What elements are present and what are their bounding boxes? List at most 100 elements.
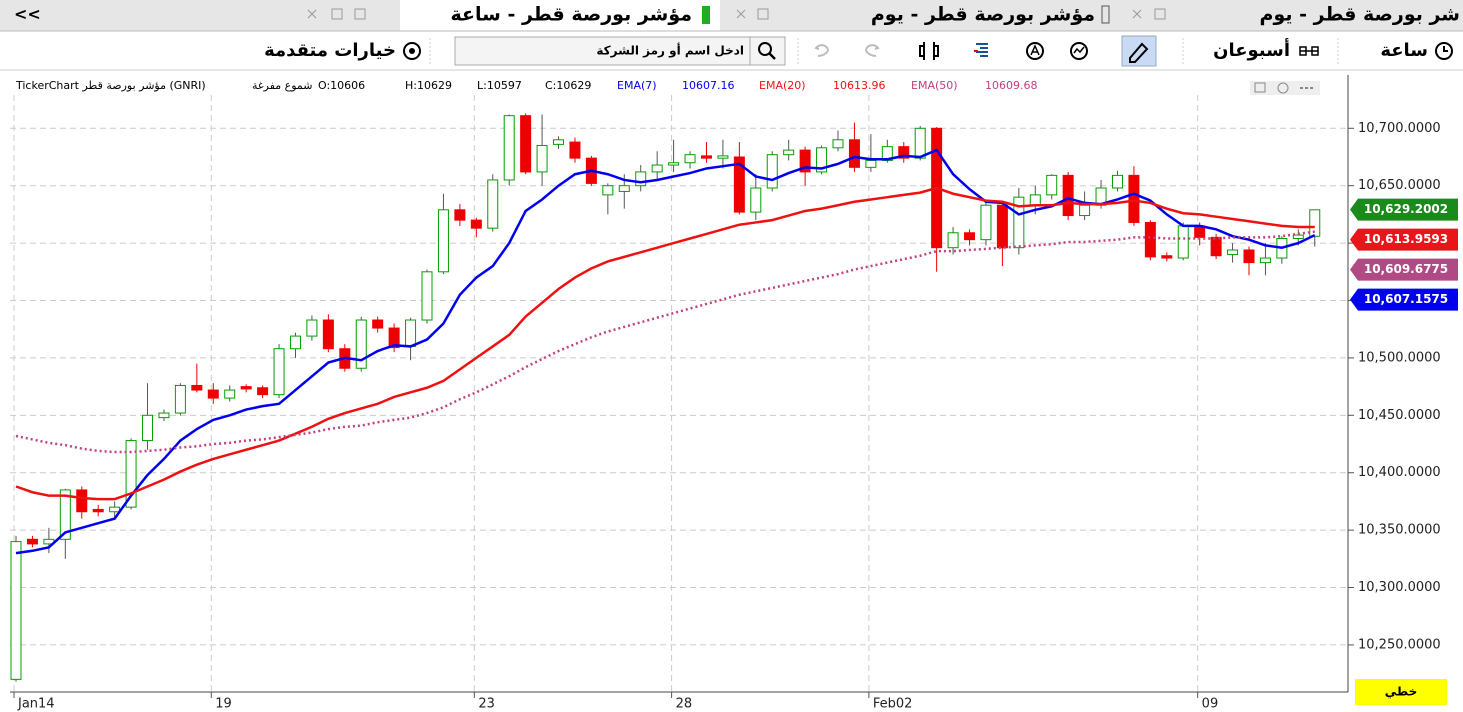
search-box[interactable] bbox=[454, 36, 786, 66]
candle-body bbox=[421, 271, 433, 321]
active-tab[interactable] bbox=[400, 0, 720, 31]
price-tag bbox=[1350, 198, 1458, 221]
candle-body bbox=[503, 115, 515, 181]
ohlc-label: C:10629 bbox=[545, 79, 591, 92]
nav-button[interactable]: << bbox=[14, 5, 41, 24]
candle-body bbox=[322, 319, 334, 350]
y-tick-label: 10,650.0000 bbox=[1358, 178, 1441, 193]
x-tick-label: 09 bbox=[1202, 697, 1219, 712]
candle-body bbox=[1210, 236, 1222, 257]
ema-line bbox=[15, 186, 1315, 501]
candle-body bbox=[240, 386, 252, 390]
y-tick-label: 10,350.0000 bbox=[1358, 523, 1441, 538]
candle-body bbox=[487, 179, 499, 229]
indicator-button[interactable] bbox=[1070, 42, 1088, 60]
candle-body bbox=[700, 155, 712, 159]
chart-title: TickerChart مؤشر بورصة قطر (GNRI) bbox=[15, 79, 206, 92]
x-tick-label: Feb02 bbox=[873, 697, 913, 712]
candle-body bbox=[783, 149, 795, 156]
tab-bar bbox=[0, 0, 1463, 31]
gear-icon bbox=[403, 42, 421, 60]
candle-body bbox=[832, 139, 844, 149]
candle-body bbox=[1046, 174, 1058, 196]
candle-body bbox=[553, 139, 565, 145]
candle-body bbox=[1079, 204, 1091, 217]
style-button-label[interactable]: خطي bbox=[1385, 685, 1417, 699]
y-tick-label: 10,400.0000 bbox=[1358, 465, 1441, 480]
candle-body bbox=[142, 414, 154, 442]
candle-body bbox=[207, 389, 219, 399]
chart-type-button[interactable] bbox=[919, 42, 939, 60]
search-icon[interactable] bbox=[758, 42, 772, 56]
candle-body bbox=[355, 319, 367, 369]
toolbar: ساعة أسبوعان ادخل اسم أو رمز الشركة خيار… bbox=[264, 35, 1453, 67]
tab[interactable]: مؤشر بورصة قطر - يوم bbox=[871, 4, 1095, 26]
candle-body bbox=[158, 412, 170, 419]
draw-button[interactable] bbox=[1121, 35, 1157, 67]
candle-body bbox=[635, 171, 647, 187]
search-placeholder: ادخل اسم أو رمز الشركة bbox=[596, 43, 744, 59]
candle-body bbox=[750, 187, 762, 213]
candle-body bbox=[848, 139, 860, 168]
candle-body bbox=[914, 127, 926, 159]
candle-body bbox=[651, 164, 663, 173]
price-tag-label: 10,613.9593 bbox=[1364, 232, 1448, 246]
candle-body bbox=[1128, 174, 1140, 223]
candle-body bbox=[1062, 174, 1074, 217]
compare-button[interactable] bbox=[976, 43, 988, 57]
clock-icon bbox=[1435, 42, 1453, 60]
ohlc-label: H:10629 bbox=[405, 79, 452, 92]
y-tick-label: 10,700.0000 bbox=[1358, 121, 1441, 136]
style-button[interactable] bbox=[1355, 679, 1447, 705]
candle-body bbox=[224, 389, 236, 399]
alert-button[interactable] bbox=[1026, 42, 1044, 60]
candle-body bbox=[59, 489, 71, 540]
y-tick-label: 10,250.0000 bbox=[1358, 637, 1441, 652]
legend-value: 10607.16 bbox=[682, 79, 735, 92]
x-tick-label: 19 bbox=[215, 697, 232, 712]
tab[interactable]: مؤشر بورصة قطر - ساعة bbox=[451, 4, 692, 26]
candle-body bbox=[1029, 194, 1041, 206]
ohlc-label: O:10606 bbox=[318, 79, 365, 92]
candle-body bbox=[569, 141, 581, 159]
candle-body bbox=[174, 384, 186, 414]
interval-button[interactable]: ساعة bbox=[1380, 40, 1428, 61]
price-tag-label: 10,609.6775 bbox=[1364, 262, 1448, 276]
candle-body bbox=[289, 335, 301, 350]
candle-body bbox=[92, 508, 104, 513]
candle-body bbox=[684, 154, 696, 164]
range-button[interactable]: أسبوعان bbox=[1213, 38, 1290, 61]
panel-controls bbox=[1250, 81, 1320, 95]
candle-body bbox=[1111, 174, 1123, 189]
tab[interactable]: شر بورصة قطر - يوم bbox=[1260, 4, 1460, 26]
x-tick-label: 23 bbox=[478, 697, 495, 712]
candle-body bbox=[947, 232, 959, 249]
price-tag-label: 10,629.2002 bbox=[1364, 202, 1448, 216]
candle-body bbox=[799, 149, 811, 173]
legend-value: 10613.96 bbox=[833, 79, 886, 92]
candle-body bbox=[996, 204, 1008, 249]
candle-body bbox=[257, 387, 269, 396]
candle-body bbox=[306, 319, 318, 337]
legend-value: 10609.68 bbox=[985, 79, 1038, 92]
candle-body bbox=[470, 219, 482, 229]
price-tag bbox=[1350, 228, 1458, 251]
ohlc-label: L:10597 bbox=[477, 79, 522, 92]
candle-body bbox=[1259, 257, 1271, 264]
price-tag bbox=[1350, 288, 1458, 311]
advanced-button[interactable]: خيارات متقدمة bbox=[264, 40, 396, 61]
candle-body bbox=[733, 156, 745, 213]
tab-indicator bbox=[702, 6, 710, 24]
candle-body bbox=[1144, 221, 1156, 258]
candle-body bbox=[1161, 255, 1173, 259]
candle-body bbox=[191, 384, 203, 391]
chart-style: شموع مفرغة bbox=[252, 79, 313, 92]
candle-body bbox=[1243, 249, 1255, 264]
redo-button[interactable] bbox=[865, 44, 880, 57]
legend-label: EMA(50) bbox=[911, 79, 958, 92]
legend-label: EMA(20) bbox=[759, 79, 806, 92]
undo-button[interactable] bbox=[814, 44, 829, 57]
candle-body bbox=[980, 204, 992, 241]
candle-body bbox=[1177, 225, 1189, 259]
candle-body bbox=[668, 162, 680, 166]
